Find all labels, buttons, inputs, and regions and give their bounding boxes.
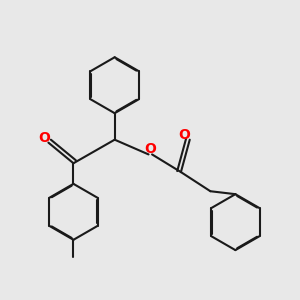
Text: O: O: [178, 128, 190, 142]
Text: O: O: [144, 142, 156, 156]
Text: O: O: [38, 131, 50, 145]
